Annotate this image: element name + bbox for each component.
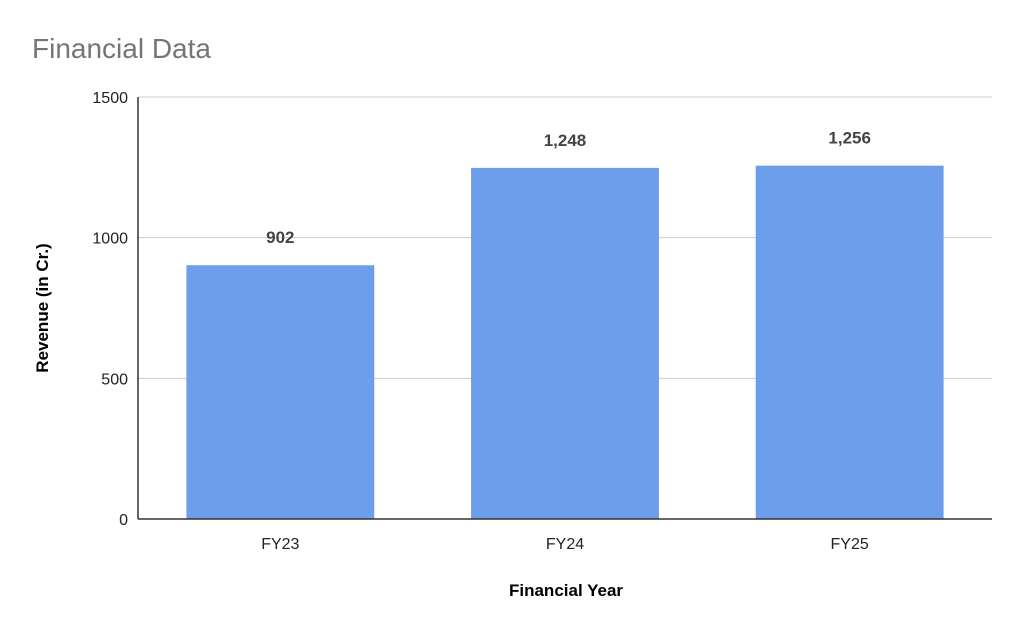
data-label-fy23: 902 [266,228,294,247]
axes [137,97,992,520]
y-tick-label: 1000 [92,231,128,248]
bar-fy24 [471,167,659,519]
y-axis-title: Revenue (in Cr.) [33,243,52,372]
x-tick-label-fy25: FY25 [831,536,869,553]
y-tick-label: 0 [119,512,128,529]
bar-fy25 [755,165,944,520]
y-tick-label: 500 [101,371,128,388]
x-tick-label-fy23: FY23 [261,536,299,553]
chart-title: Financial Data [32,33,211,64]
x-tick-label-fy24: FY24 [546,536,584,553]
bar-fy23 [186,265,375,519]
x-axis-title: Financial Year [509,581,623,600]
y-tick-label: 1500 [92,90,128,107]
labels: 0 500 1000 1500 902 FY23 1,248 FY24 1,256 FY25 [92,90,871,553]
bars [186,165,944,520]
data-label-fy24: 1,248 [544,131,587,150]
data-label-fy25: 1,256 [828,129,871,148]
